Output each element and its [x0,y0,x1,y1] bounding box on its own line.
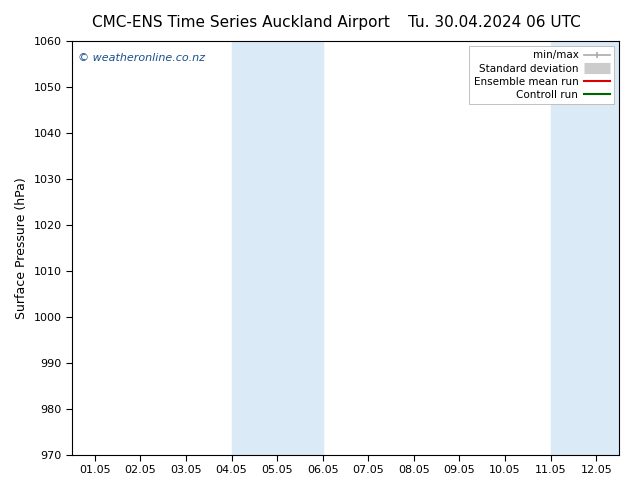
Text: Tu. 30.04.2024 06 UTC: Tu. 30.04.2024 06 UTC [408,15,581,30]
Bar [551,41,634,455]
Y-axis label: Surface Pressure (hPa): Surface Pressure (hPa) [15,177,28,318]
Text: © weatheronline.co.nz: © weatheronline.co.nz [77,53,205,64]
Legend: min/max, Standard deviation, Ensemble mean run, Controll run: min/max, Standard deviation, Ensemble me… [469,46,614,104]
Bar [231,41,323,455]
Text: CMC-ENS Time Series Auckland Airport: CMC-ENS Time Series Auckland Airport [92,15,390,30]
